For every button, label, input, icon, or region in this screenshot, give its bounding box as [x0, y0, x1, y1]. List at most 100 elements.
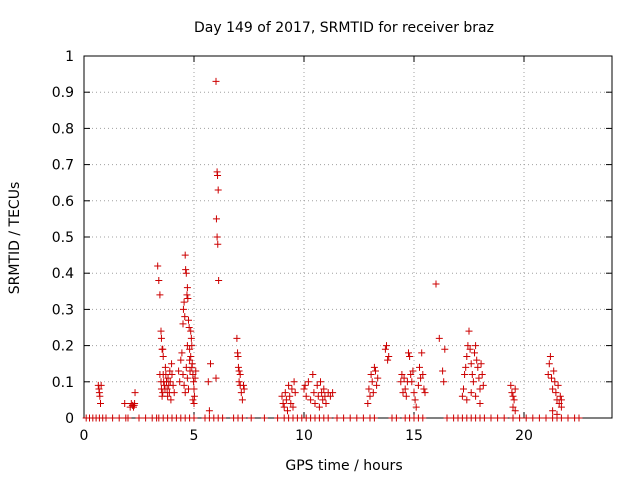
data-point	[353, 414, 361, 422]
data-point	[346, 414, 354, 422]
data-point	[511, 385, 519, 393]
data-point	[441, 345, 449, 353]
data-point	[168, 371, 176, 379]
data-point	[464, 342, 472, 350]
data-point	[205, 407, 213, 415]
data-point	[405, 349, 412, 357]
data-point	[176, 378, 184, 386]
data-point	[411, 396, 419, 404]
data-point	[410, 389, 418, 397]
data-point	[219, 414, 227, 422]
data-point	[313, 381, 321, 389]
data-point	[288, 385, 296, 393]
data-point	[398, 371, 406, 379]
data-point	[164, 392, 172, 400]
data-point	[319, 396, 327, 404]
data-point	[374, 374, 382, 382]
data-point	[177, 356, 185, 364]
data-point	[467, 360, 475, 368]
chart-title: Day 149 of 2017, SRMTID for receiver bra…	[194, 20, 494, 36]
y-axis-label: SRMTID / TECUs	[7, 182, 23, 295]
data-point	[314, 392, 322, 400]
data-point	[402, 392, 410, 400]
data-point	[372, 367, 379, 375]
data-point	[97, 400, 104, 408]
data-point	[183, 342, 191, 350]
data-point	[135, 414, 143, 422]
data-point	[414, 381, 422, 389]
data-point	[399, 389, 407, 397]
data-point	[318, 389, 326, 397]
data-point	[479, 381, 487, 389]
data-point	[368, 378, 376, 386]
data-point	[236, 371, 244, 379]
data-point	[234, 352, 242, 360]
data-point	[238, 396, 246, 404]
data-point	[274, 414, 282, 422]
data-point	[286, 392, 294, 400]
data-point	[190, 392, 198, 400]
data-point	[215, 276, 223, 284]
x-axis-label: GPS time / hours	[285, 458, 402, 474]
data-point	[187, 327, 195, 335]
data-point	[468, 371, 476, 379]
data-point	[329, 389, 337, 397]
data-point	[234, 363, 242, 371]
data-point	[282, 396, 290, 404]
data-point	[178, 349, 186, 357]
data-point	[383, 342, 390, 350]
data-point	[115, 414, 123, 422]
data-point	[466, 345, 474, 353]
data-point	[279, 400, 287, 408]
data-point	[179, 305, 187, 313]
data-point	[359, 414, 367, 422]
data-point	[407, 371, 415, 379]
data-point	[462, 363, 470, 371]
y-tick-label: 1	[65, 49, 74, 65]
data-point	[166, 367, 174, 375]
data-point	[310, 389, 318, 397]
data-point	[169, 381, 177, 389]
y-tick-label: 0	[65, 411, 74, 427]
data-point	[185, 324, 193, 331]
data-point	[190, 414, 198, 422]
data-point	[191, 374, 199, 382]
data-point	[109, 414, 117, 422]
data-point	[102, 414, 110, 422]
data-point	[401, 385, 409, 393]
data-point	[554, 381, 562, 389]
data-point	[179, 371, 187, 379]
data-point	[204, 378, 212, 386]
data-point	[333, 414, 341, 422]
y-tick-label: 0.4	[52, 266, 74, 282]
data-point	[183, 291, 191, 299]
data-point	[439, 367, 447, 375]
data-point	[463, 352, 471, 360]
data-point	[557, 396, 565, 404]
data-point	[281, 389, 289, 397]
data-point	[247, 414, 255, 422]
data-point	[214, 240, 222, 248]
data-point	[154, 262, 162, 270]
data-point	[487, 414, 495, 422]
data-point	[184, 295, 192, 303]
data-point	[164, 374, 172, 382]
data-point	[392, 414, 400, 422]
x-tick-label: 10	[295, 428, 313, 444]
data-point	[500, 414, 508, 422]
data-point	[460, 385, 467, 393]
data-point	[291, 389, 299, 397]
data-point	[214, 186, 222, 194]
data-point	[474, 363, 482, 371]
data-point	[509, 392, 517, 400]
data-point	[96, 392, 104, 400]
data-point	[212, 374, 220, 382]
data-point	[187, 352, 195, 360]
data-point	[180, 298, 188, 306]
data-point	[508, 389, 516, 397]
data-point	[469, 378, 477, 386]
data-point	[190, 385, 198, 393]
data-point	[412, 403, 420, 411]
data-point	[516, 414, 524, 422]
